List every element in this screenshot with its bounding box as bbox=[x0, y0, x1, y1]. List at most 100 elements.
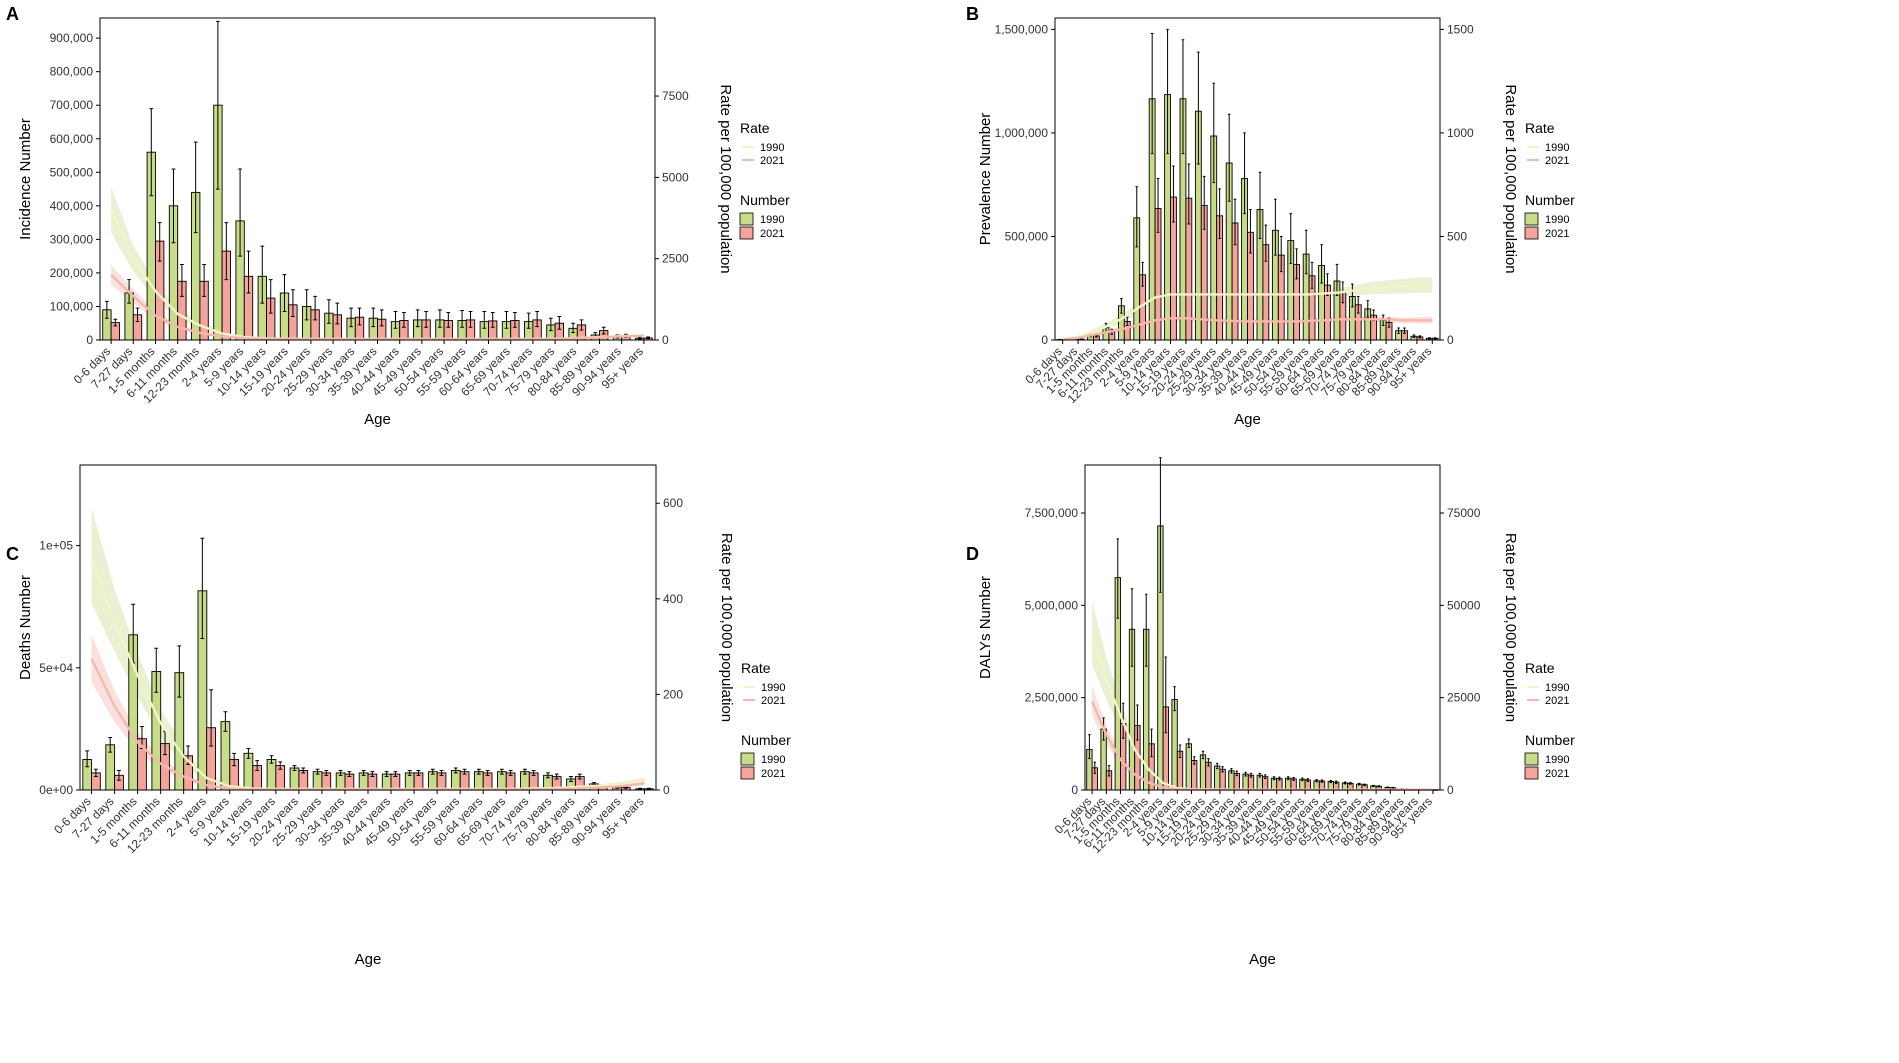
legend-rate-title: Rate bbox=[1525, 660, 1555, 676]
error-bar-1990 bbox=[193, 141, 198, 234]
error-bar-2021 bbox=[535, 310, 539, 328]
y-tick-label: 1e+05 bbox=[39, 539, 73, 553]
y2-tick-label: 5000 bbox=[662, 170, 689, 184]
error-bar-2021 bbox=[513, 311, 517, 328]
error-bar-1990 bbox=[1187, 738, 1190, 749]
error-bar-1990 bbox=[1372, 784, 1375, 787]
error-bar-1990 bbox=[1412, 334, 1416, 339]
error-bar-2021 bbox=[557, 316, 562, 330]
error-bar-2021 bbox=[402, 311, 406, 328]
y2-tick-label: 2500 bbox=[662, 252, 689, 266]
error-bar-1990 bbox=[1351, 283, 1354, 308]
panel-label: C bbox=[6, 544, 19, 564]
error-bar-2021 bbox=[1164, 656, 1167, 734]
error-bar-1990 bbox=[1181, 39, 1185, 155]
error-bar-2021 bbox=[416, 769, 421, 776]
error-bar-2021 bbox=[424, 310, 428, 328]
y2-tick-label: 75000 bbox=[1447, 506, 1481, 520]
x-axis-title: Age bbox=[364, 411, 391, 428]
error-bar-2021 bbox=[1107, 765, 1111, 777]
legend-rate-title: Rate bbox=[740, 120, 770, 136]
bar-1990 bbox=[1214, 765, 1221, 791]
panel-a: A 0 100,000 200,000 300,000 400,000 500,000 600… bbox=[6, 4, 790, 428]
y-tick-label: 5,000,000 bbox=[1025, 598, 1079, 612]
error-bar-2021 bbox=[209, 689, 214, 747]
error-bar-1990 bbox=[546, 772, 550, 779]
rate-line-2021 bbox=[110, 274, 644, 341]
error-bar-2021 bbox=[646, 336, 650, 340]
error-bar-2021 bbox=[1403, 327, 1406, 334]
error-bar-1990 bbox=[105, 300, 109, 319]
error-bar-1990 bbox=[637, 336, 642, 340]
error-bar-1990 bbox=[154, 647, 159, 693]
error-bar-1990 bbox=[1145, 593, 1148, 667]
error-bar-1990 bbox=[571, 322, 575, 334]
legend-rate-2021: 2021 bbox=[1545, 155, 1569, 167]
error-bar-1990 bbox=[1315, 779, 1318, 783]
error-bar-2021 bbox=[1187, 163, 1191, 225]
error-bar-1990 bbox=[1329, 779, 1332, 784]
error-bar-1990 bbox=[1258, 171, 1262, 240]
error-bar-1990 bbox=[526, 312, 531, 329]
error-bar-2021 bbox=[1433, 337, 1437, 340]
error-bar-2021 bbox=[1264, 224, 1268, 262]
error-bar-1990 bbox=[149, 108, 154, 197]
error-bar-1990 bbox=[407, 769, 412, 776]
error-bar-2021 bbox=[1172, 165, 1175, 223]
rate-band-1990 bbox=[111, 187, 644, 340]
error-bar-1990 bbox=[569, 776, 573, 782]
y-tick-label: 300,000 bbox=[50, 232, 94, 246]
legend-rate-title: Rate bbox=[741, 660, 771, 676]
y-tick-label: 0e+00 bbox=[39, 783, 73, 797]
error-bar-1990 bbox=[549, 317, 553, 332]
y-tick-label: 0 bbox=[1071, 783, 1078, 797]
y2-axis-title: Rate per 100,000 population bbox=[718, 533, 735, 722]
panel-label: B bbox=[966, 4, 979, 24]
error-bar-2021 bbox=[232, 752, 237, 767]
y-axis-title: Deaths Number bbox=[17, 575, 34, 680]
y-tick-label: 1,500,000 bbox=[995, 22, 1049, 36]
error-bar-1990 bbox=[282, 274, 287, 312]
error-bar-2021 bbox=[1221, 766, 1224, 773]
error-bar-1990 bbox=[1135, 186, 1139, 248]
error-bar-2021 bbox=[113, 318, 118, 327]
bar-1990 bbox=[450, 770, 461, 791]
legend-number-1990-swatch bbox=[739, 212, 754, 226]
y2-tick-label: 25000 bbox=[1447, 691, 1481, 705]
y2-tick-label: 1500 bbox=[1447, 22, 1474, 36]
error-bar-2021 bbox=[1306, 778, 1309, 782]
y-tick-label: 700,000 bbox=[50, 98, 94, 112]
error-bar-1990 bbox=[1358, 782, 1361, 786]
error-bar-2021 bbox=[601, 326, 606, 335]
error-bar-1990 bbox=[638, 787, 643, 790]
error-bar-2021 bbox=[357, 307, 362, 326]
legend-number-title: Number bbox=[1525, 192, 1575, 208]
error-bar-2021 bbox=[224, 222, 229, 281]
error-bar-1990 bbox=[1343, 781, 1347, 785]
error-bar-2021 bbox=[1218, 188, 1221, 240]
error-bar-1990 bbox=[1201, 750, 1205, 760]
error-bar-1990 bbox=[1212, 82, 1216, 184]
error-bar-1990 bbox=[1428, 337, 1431, 340]
error-bar-2021 bbox=[1093, 761, 1096, 774]
error-bar-1990 bbox=[438, 309, 442, 328]
legend-number-1990: 1990 bbox=[760, 214, 784, 226]
error-bar-1990 bbox=[1335, 263, 1339, 296]
error-bar-2021 bbox=[1349, 781, 1352, 785]
error-bar-1990 bbox=[430, 768, 435, 775]
error-bar-2021 bbox=[579, 319, 584, 331]
error-bar-1990 bbox=[1197, 51, 1200, 165]
y2-tick-label: 200 bbox=[663, 687, 683, 701]
legend-rate-2021: 2021 bbox=[760, 155, 784, 167]
error-bar-1990 bbox=[499, 768, 504, 775]
error-bar-2021 bbox=[278, 761, 283, 770]
y2-tick-label: 0 bbox=[1447, 333, 1454, 347]
error-bar-2021 bbox=[439, 769, 444, 776]
error-bar-1990 bbox=[108, 736, 113, 753]
legend-number-1990-swatch bbox=[740, 752, 755, 766]
error-bar-2021 bbox=[485, 769, 490, 776]
bar-1990 bbox=[220, 721, 231, 791]
y-tick-label: 7,500,000 bbox=[1025, 506, 1079, 520]
error-bar-2021 bbox=[1233, 198, 1237, 246]
legend-rate-title: Rate bbox=[1525, 120, 1555, 136]
